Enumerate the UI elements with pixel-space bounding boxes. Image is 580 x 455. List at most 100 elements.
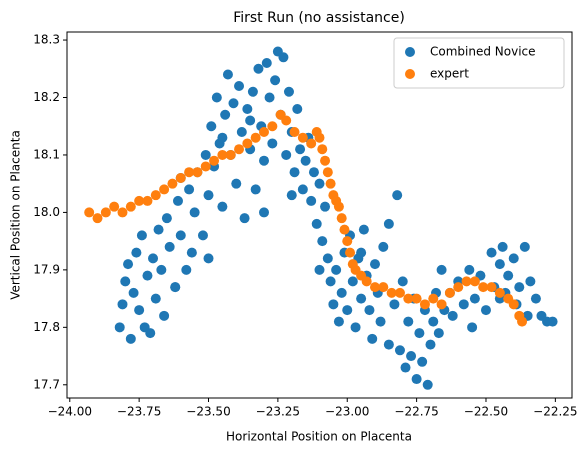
point [217,149,228,160]
point [314,264,325,275]
y-tick-label: 17.8 [33,320,60,334]
point [406,351,417,362]
point [464,264,475,275]
point [203,253,214,264]
point [469,293,480,304]
point [153,224,164,235]
point [356,247,367,258]
point [172,195,183,206]
point [236,126,247,137]
point [425,339,436,350]
point [170,282,181,293]
point [447,310,458,321]
point [422,379,433,390]
point [444,287,455,298]
point [297,184,308,195]
point [469,276,480,287]
point [175,230,186,241]
point [314,178,325,189]
point [114,322,125,333]
point [200,161,211,172]
point [261,58,272,69]
point [314,132,325,143]
point [342,236,353,247]
y-tick-label: 18.1 [33,147,60,161]
y-axis-label: Vertical Position on Placenta [9,130,23,300]
point [167,178,178,189]
point [403,316,414,327]
point [181,264,192,275]
point [217,132,228,143]
point [203,190,214,201]
point [369,282,380,293]
point [508,299,519,310]
point [333,201,344,212]
point [245,115,256,126]
point [378,282,389,293]
chart-title: First Run (no assistance) [233,10,405,26]
point [358,224,369,235]
point [134,305,145,316]
x-tick-label: −24.00 [48,405,92,419]
point [394,287,405,298]
point [317,236,328,247]
point [281,149,292,160]
point [259,155,270,166]
point [200,149,211,160]
point [339,224,350,235]
point [131,247,142,258]
point [367,333,378,344]
x-tick-label: −22.25 [533,405,577,419]
point [250,132,261,143]
point [123,259,134,270]
point [461,276,472,287]
point [394,345,405,356]
point [320,201,331,212]
point [120,276,131,287]
point [503,270,514,281]
point [400,362,411,373]
point [369,259,380,270]
point [453,282,464,293]
point [184,184,195,195]
point [295,144,306,155]
point [414,328,425,339]
point [389,299,400,310]
point [175,172,186,183]
point [325,178,336,189]
legend-marker [405,47,415,57]
point [247,86,258,97]
point [297,132,308,143]
legend-box [393,37,565,89]
point [270,75,281,86]
x-axis-label: Horizontal Position on Placenta [226,430,412,444]
y-tick-label: 17.9 [33,262,60,276]
y-tick-label: 18.0 [33,205,60,219]
point [306,138,317,149]
point [186,247,197,258]
point [392,190,403,201]
point [411,374,422,385]
point [403,293,414,304]
point [117,207,128,218]
point [433,328,444,339]
point [342,305,353,316]
point [192,167,203,178]
point [117,299,128,310]
point [267,121,278,132]
point [547,316,558,327]
point [347,276,358,287]
point [92,213,103,224]
point [136,230,147,241]
point [222,69,233,80]
point [336,213,347,224]
point [164,241,175,252]
y-tick-label: 18.3 [33,33,60,47]
point [514,282,525,293]
point [134,195,145,206]
point [234,81,245,92]
x-tick-label: −22.50 [464,405,508,419]
point [328,299,339,310]
point [145,328,156,339]
point [486,247,497,258]
